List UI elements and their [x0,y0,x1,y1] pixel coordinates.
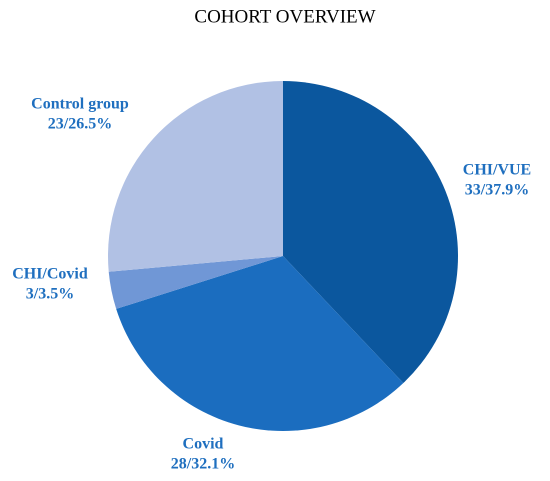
pie-slice [283,81,458,384]
slice-label: Covid [183,436,224,453]
value-label: 23/26.5% [48,116,112,133]
pie-slice [108,256,283,309]
chart-title: COHORT OVERVIEW [194,6,375,27]
pie-slice [108,81,283,272]
slice-label: CHI/VUE [463,162,531,179]
slice-label: Control group [31,96,129,113]
pie-slice [116,256,404,431]
value-label: 33/37.9% [465,182,529,199]
slice-label: CHI/Covid [12,266,88,283]
value-label: 28/32.1% [171,456,235,473]
value-label: 3/3.5% [26,286,74,303]
